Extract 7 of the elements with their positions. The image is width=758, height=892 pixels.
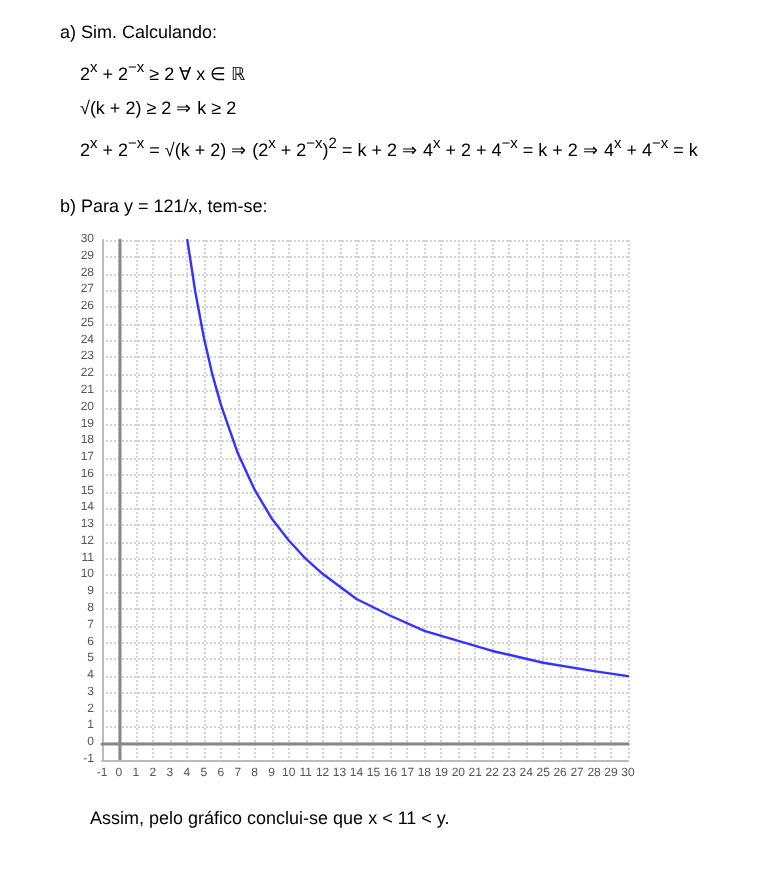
chart-title: b) Para y = 121/x, tem-se:: [60, 194, 270, 220]
text: √(k + 2) ≥ 2 ⇒ k ≥ 2: [80, 96, 239, 122]
text: a) Sim. Calculando:: [60, 20, 220, 46]
line-series: [186, 238, 630, 678]
text: 2$^{x}$ + 2$^{−x}$ ≥ 2 ∀ x ∈ ℝ: [80, 56, 248, 88]
text: Assim, pelo gráfico conclui-se que x < 11 < y.: [90, 808, 452, 828]
text: 2$^{x}$ + 2$^{−x}$ = √(k + 2) ⇒ (2$^{x}$ + 2$^{−x}$)$^{2}$ = k + 2 ⇒ 4$^{x}$ + 2 + 4$^{−x}$ = k + 2 ⇒ 4$^{x}$ + 4$^{−x}$ = k: [80, 134, 698, 160]
